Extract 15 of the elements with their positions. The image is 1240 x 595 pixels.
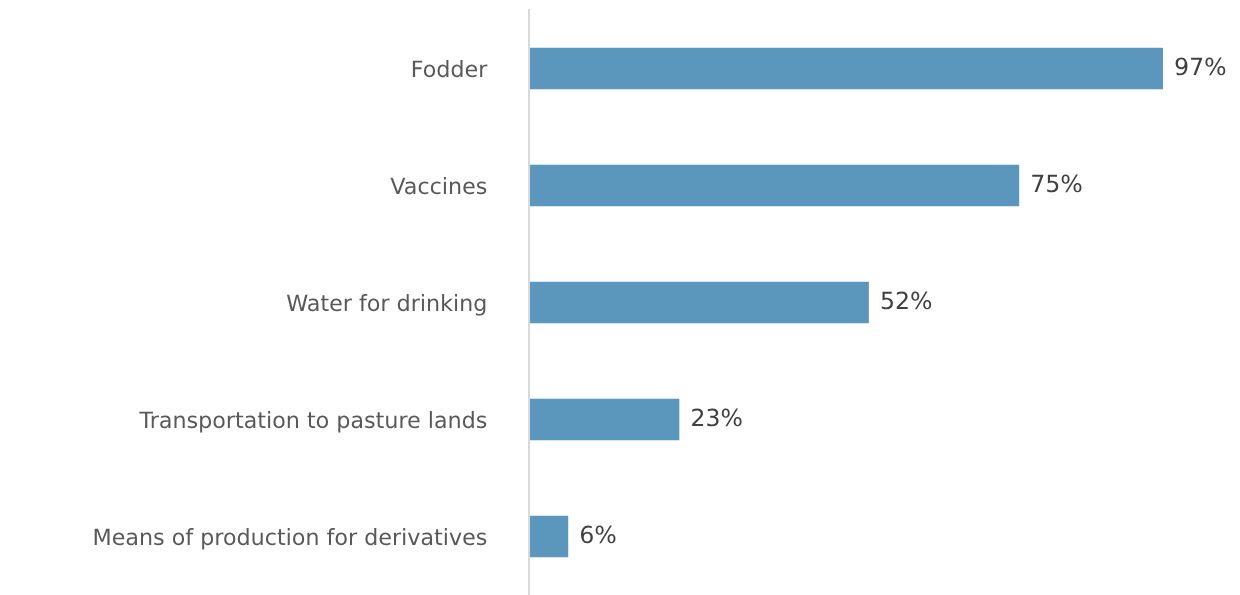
y-tick-label: Fodder (412, 60, 488, 78)
y-tick-label: Means of production for derivatives (94, 528, 487, 550)
bar (529, 47, 1163, 90)
data-label: 75% (1032, 174, 1082, 193)
y-tick-label: Vaccines (390, 177, 487, 195)
bar (529, 281, 869, 324)
data-label: 97% (1175, 57, 1226, 76)
bar (529, 515, 569, 558)
data-label: 52% (881, 291, 932, 310)
data-label: 23% (692, 408, 742, 427)
bar (529, 398, 680, 441)
data-label: 6% (580, 525, 616, 544)
y-tick-label: Transportation to pasture lands (139, 411, 487, 433)
y-tick-label: Water for drinking (286, 294, 486, 316)
bar (529, 164, 1020, 207)
